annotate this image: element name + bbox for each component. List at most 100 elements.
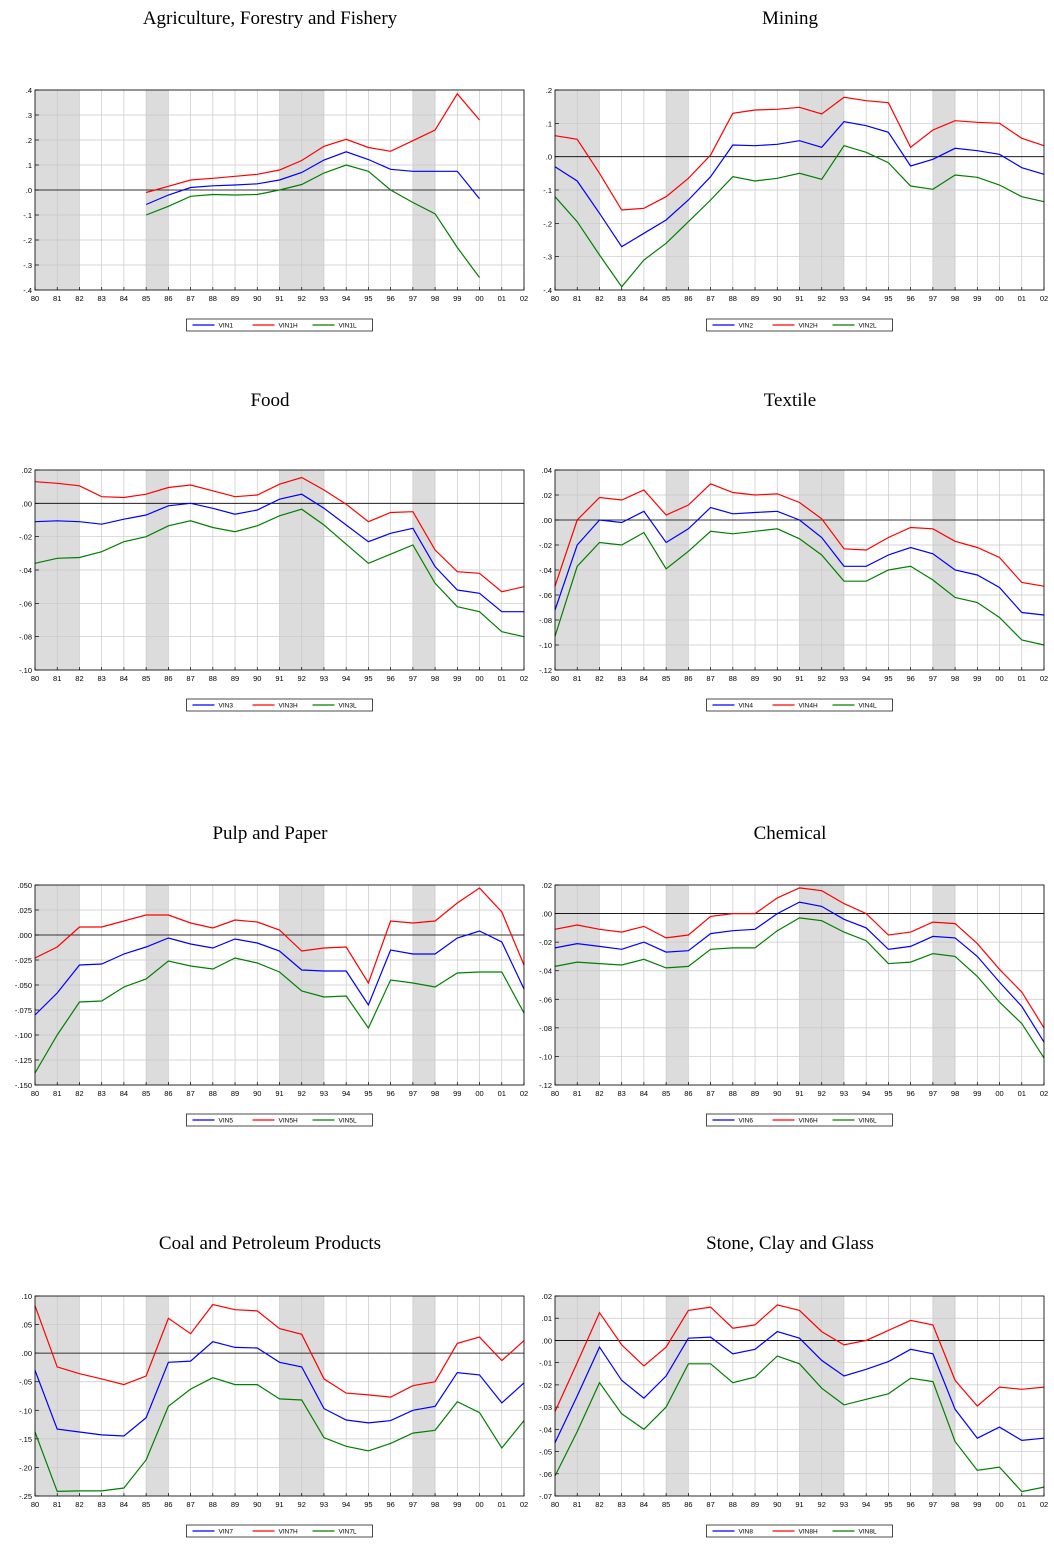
legend-label: VIN7 [219, 1529, 234, 1536]
x-tick-label: 87 [186, 294, 194, 303]
x-tick-label: 86 [164, 294, 172, 303]
y-tick-label: .0 [546, 153, 552, 162]
x-tick-label: 99 [973, 674, 981, 683]
y-tick-label: .05 [22, 1321, 32, 1330]
legend-box [186, 318, 373, 332]
x-tick-label: 98 [431, 294, 439, 303]
legend-label: VIN2 [739, 323, 754, 330]
plot-frame [554, 1295, 1045, 1497]
x-tick-label: 83 [98, 1089, 106, 1098]
x-tick-label: 00 [995, 674, 1003, 683]
x-tick-label: 84 [640, 294, 648, 303]
chart-title: Pulp and Paper [212, 823, 328, 844]
x-tick-label: 86 [684, 1089, 692, 1098]
plot-frame [34, 469, 525, 671]
x-tick-label: 98 [431, 1089, 439, 1098]
x-tick-label: 99 [453, 294, 461, 303]
x-tick-label: 01 [1018, 1500, 1026, 1509]
x-tick-label: 91 [275, 1089, 283, 1098]
x-tick-label: 88 [729, 1089, 737, 1098]
series-line-vin6l [554, 917, 1045, 1059]
x-tick-label: 00 [995, 1089, 1003, 1098]
x-tick-label: 90 [253, 294, 261, 303]
legend: VIN7 VIN7H VIN7L [186, 1524, 373, 1538]
x-tick-label: 97 [929, 674, 937, 683]
series-line-vin1 [145, 151, 480, 206]
x-tick-label: 85 [662, 294, 670, 303]
x-tick-label: 97 [929, 294, 937, 303]
y-tick-label: -.10 [539, 641, 552, 650]
legend-label: VIN1H [279, 323, 298, 330]
x-tick-label: 97 [409, 294, 417, 303]
x-tick-label: 88 [209, 674, 217, 683]
y-tick-label: -.02 [19, 533, 32, 542]
x-tick-label: 92 [818, 1089, 826, 1098]
x-tick-label: 90 [253, 674, 261, 683]
shaded-band [932, 1296, 956, 1496]
x-tick-label: 93 [840, 1089, 848, 1098]
x-tick-label: 90 [773, 1089, 781, 1098]
x-tick-label: 92 [818, 1500, 826, 1509]
legend-label: VIN7L [339, 1529, 357, 1536]
legend-label: VIN6L [859, 1118, 877, 1125]
series-line-vin1h [145, 92, 480, 194]
series-line-vin3 [34, 493, 524, 613]
y-tick-label: -.10 [19, 1406, 32, 1415]
x-tick-label: 88 [729, 294, 737, 303]
legend-label: VIN6H [799, 1118, 818, 1125]
x-tick-label: 99 [973, 294, 981, 303]
legend-box [706, 698, 893, 712]
y-tick-label: .0 [26, 186, 32, 195]
y-tick-label: .2 [26, 136, 32, 145]
x-tick-label: 95 [884, 1500, 892, 1509]
x-tick-label: 84 [120, 1089, 128, 1098]
y-tick-label: .02 [22, 466, 32, 475]
x-tick-label: 84 [640, 674, 648, 683]
x-tick-label: 99 [973, 1500, 981, 1509]
x-tick-label: 02 [520, 294, 528, 303]
x-tick-label: 83 [98, 674, 106, 683]
y-tick-label: .00 [542, 910, 552, 919]
x-tick-label: 93 [840, 1500, 848, 1509]
x-tick-label: 93 [320, 1500, 328, 1509]
series-line-vin6h [554, 887, 1045, 1029]
x-tick-label: 88 [729, 1500, 737, 1509]
y-tick-label: -.04 [19, 566, 32, 575]
x-tick-label: 86 [684, 294, 692, 303]
legend-label: VIN2H [799, 323, 818, 330]
x-tick-label: 94 [862, 674, 870, 683]
series-line-vin6 [554, 901, 1045, 1043]
x-tick-label: 82 [75, 1089, 83, 1098]
x-tick-label: 00 [475, 1500, 483, 1509]
x-tick-label: 86 [164, 1500, 172, 1509]
y-tick-label: -.050 [15, 981, 32, 990]
x-tick-label: 92 [298, 1500, 306, 1509]
y-tick-label: -.08 [19, 633, 32, 642]
y-tick-label: -.3 [543, 253, 552, 262]
series-line-vin2 [554, 121, 1045, 248]
x-tick-label: 84 [640, 1089, 648, 1098]
x-tick-label: 02 [1040, 294, 1048, 303]
x-tick-label: 92 [818, 674, 826, 683]
x-tick-label: 01 [498, 1089, 506, 1098]
x-tick-label: 99 [453, 674, 461, 683]
series-line-vin4h [554, 483, 1045, 587]
series-line-vin3h [34, 476, 525, 593]
line-chart-pulp-paper: .050 .025 .000 -.025 -.050 -.075 -.100 -.125 -.1… [15, 881, 528, 1127]
series-line-vin2h [554, 96, 1045, 211]
y-tick-label: -.06 [539, 1470, 552, 1479]
series-line-vin8h [554, 1304, 1045, 1412]
shaded-band [666, 885, 689, 1085]
x-tick-label: 96 [386, 674, 394, 683]
series-line-vin2l [554, 144, 1045, 288]
legend-box [706, 318, 893, 332]
x-tick-label: 96 [386, 1089, 394, 1098]
legend-label: VIN4H [799, 703, 818, 710]
x-tick-label: 89 [751, 1089, 759, 1098]
x-tick-label: 80 [31, 1089, 39, 1098]
x-tick-label: 95 [884, 674, 892, 683]
x-tick-label: 02 [1040, 1089, 1048, 1098]
x-tick-label: 80 [551, 674, 559, 683]
plot-frame [554, 884, 1045, 1086]
x-tick-label: 81 [53, 674, 61, 683]
